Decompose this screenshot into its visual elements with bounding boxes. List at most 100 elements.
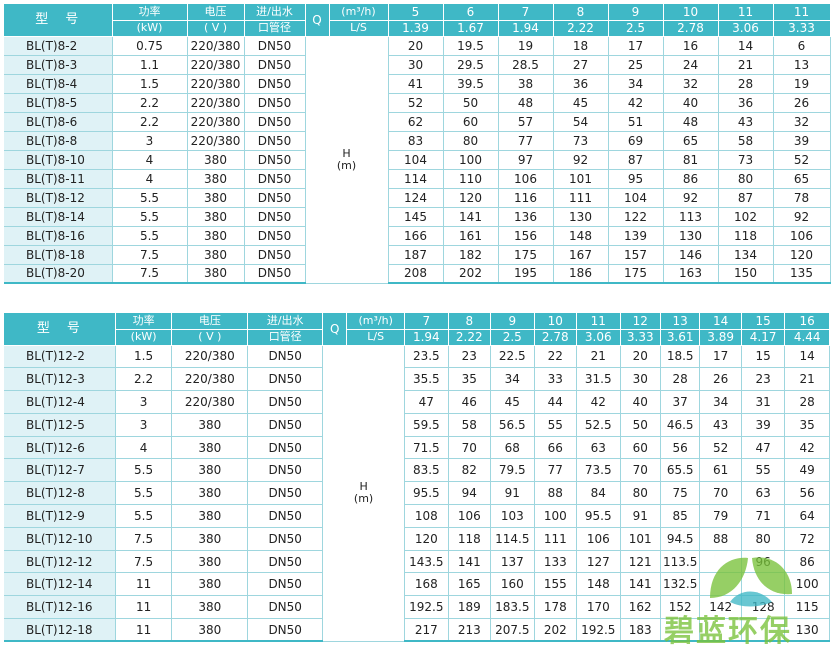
port-cell: DN50 <box>247 367 324 392</box>
header-voltage-title: 电压 <box>171 313 249 330</box>
head-value-cell: 95 <box>608 169 664 189</box>
watermark-logo: 碧蓝环保 <box>664 548 834 649</box>
flow-m3h-cell: 16 <box>784 313 830 330</box>
model-cell: BL(T)8-6 <box>4 112 113 132</box>
head-value-cell: 69 <box>608 131 664 151</box>
head-value-cell: 130 <box>553 207 609 227</box>
head-value-cell: 106 <box>773 226 831 246</box>
head-value-cell: 18 <box>553 36 609 56</box>
head-value-cell: 66 <box>534 436 578 460</box>
head-value-cell: 17 <box>608 36 664 56</box>
header-voltage-unit: ( V ) <box>187 20 245 37</box>
head-value-cell: 160 <box>490 572 535 597</box>
head-value-cell: 70 <box>620 458 661 483</box>
head-value-cell: 27 <box>553 55 609 75</box>
flow-m3h-cell: 9 <box>490 313 535 330</box>
head-value-cell: 100 <box>534 504 578 528</box>
head-value-cell: 58 <box>718 131 774 151</box>
head-value-cell: 60 <box>443 112 499 132</box>
table-row: BL(T)8-16 5.5 380 DN50 166 161 156 148 139 130 118… <box>4 226 831 246</box>
spec-table-12-series: 型 号 功率 电压 进/出水 Q (m³/h) 7 8 9 10 11 12 1… <box>4 313 830 643</box>
head-value-cell: 71.5 <box>404 436 449 460</box>
head-value-cell: 118 <box>448 527 492 551</box>
voltage-cell: 380 <box>171 504 249 528</box>
voltage-cell: 380 <box>187 188 245 208</box>
head-value-cell: 78 <box>773 188 831 208</box>
port-cell: DN50 <box>244 188 306 208</box>
flow-ls-cell: 3.06 <box>576 329 621 346</box>
port-cell: DN50 <box>244 245 306 265</box>
head-value-cell: 47 <box>404 390 449 414</box>
head-value-cell: 32 <box>663 74 719 94</box>
port-cell: DN50 <box>244 36 306 56</box>
head-value-cell: 14 <box>784 345 830 369</box>
head-value-cell: 62 <box>388 112 444 132</box>
head-value-cell: 34 <box>490 367 535 392</box>
head-value-cell: 29.5 <box>443 55 499 75</box>
model-cell: BL(T)8-5 <box>4 93 113 113</box>
head-value-cell: 165 <box>448 572 492 597</box>
flow-m3h-cell: 5 <box>388 4 444 21</box>
head-value-cell: 80 <box>620 481 661 506</box>
model-cell: BL(T)12-6 <box>4 436 116 460</box>
head-value-cell: 70 <box>699 481 742 506</box>
port-cell: DN50 <box>247 572 324 597</box>
head-value-cell: 113 <box>663 207 719 227</box>
voltage-cell: 380 <box>187 264 245 284</box>
head-value-cell: 87 <box>718 188 774 208</box>
port-cell: DN50 <box>247 345 324 369</box>
table-row: BL(T)8-10 4 380 DN50 104 100 97 92 87 81 73 52 <box>4 150 831 170</box>
head-value-cell: 167 <box>553 245 609 265</box>
flow-m3h-cell: 11 <box>576 313 621 330</box>
head-value-cell: 28.5 <box>498 55 554 75</box>
head-value-cell: 14 <box>718 36 774 56</box>
model-cell: BL(T)12-5 <box>4 413 116 437</box>
head-value-cell: 21 <box>576 345 621 369</box>
model-cell: BL(T)8-8 <box>4 131 113 151</box>
head-value-cell: 101 <box>620 527 661 551</box>
header-power-title: 功率 <box>115 313 173 330</box>
head-value-cell: 120 <box>404 527 449 551</box>
table-row: BL(T)12-18 11 380 DN50 217 213 207.5 202 192.5 18… <box>4 618 830 643</box>
head-value-cell: 52 <box>699 436 742 460</box>
flow-ls-cell: 2.78 <box>663 20 719 37</box>
head-value-cell: 121 <box>620 550 661 574</box>
head-value-cell: 35 <box>448 367 492 392</box>
port-cell: DN50 <box>244 55 306 75</box>
flow-m3h-cell: 7 <box>404 313 449 330</box>
head-value-cell: 30 <box>620 367 661 392</box>
voltage-cell: 380 <box>187 245 245 265</box>
head-value-cell: 166 <box>388 226 444 246</box>
head-value-cell: 55 <box>534 413 578 437</box>
head-value-cell: 213 <box>448 618 492 643</box>
head-value-cell: 58 <box>448 413 492 437</box>
flow-m3h-cell: 7 <box>498 4 554 21</box>
table-row: BL(T)12-8 5.5 380 DN50 95.5 94 91 88 84 80 75 70 63 5… <box>4 481 830 506</box>
header-q: Q <box>305 4 330 37</box>
head-value-cell: 79.5 <box>490 458 535 483</box>
head-value-cell: 183.5 <box>490 595 535 620</box>
model-cell: BL(T)8-11 <box>4 169 113 189</box>
head-value-cell: 95.5 <box>576 504 621 528</box>
port-cell: DN50 <box>247 436 324 460</box>
flow-ls-cell: 1.67 <box>443 20 499 37</box>
head-value-cell: 47 <box>741 436 786 460</box>
head-value-cell: 16 <box>663 36 719 56</box>
head-value-cell: 44 <box>534 390 578 414</box>
head-value-cell: 150 <box>718 264 774 284</box>
flow-m3h-cell: 8 <box>448 313 492 330</box>
head-value-cell: 39 <box>741 413 786 437</box>
head-value-cell: 23 <box>741 367 786 392</box>
flow-ls-cell: 1.39 <box>388 20 444 37</box>
head-value-cell: 208 <box>388 264 444 284</box>
head-value-cell: 130 <box>663 226 719 246</box>
head-value-cell: 141 <box>448 550 492 574</box>
head-value-cell: 83.5 <box>404 458 449 483</box>
power-cell: 3 <box>112 131 188 151</box>
port-cell: DN50 <box>247 504 324 528</box>
head-value-cell: 92 <box>773 207 831 227</box>
head-value-cell: 56.5 <box>490 413 535 437</box>
power-cell: 2.2 <box>115 367 173 392</box>
head-value-cell: 111 <box>553 188 609 208</box>
power-cell: 5.5 <box>115 481 173 506</box>
